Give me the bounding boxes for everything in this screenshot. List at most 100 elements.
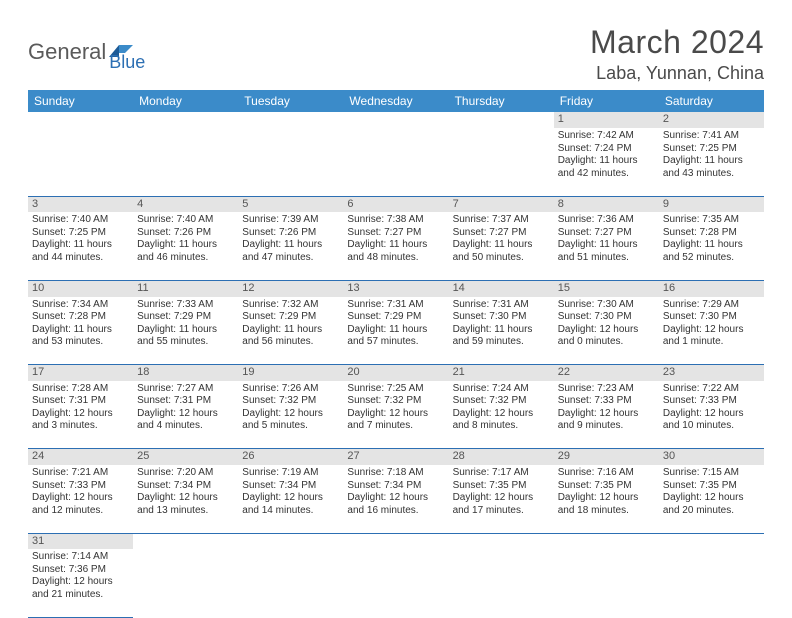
day-detail-line: Sunset: 7:26 PM xyxy=(137,227,234,240)
day-detail-line: Sunset: 7:31 PM xyxy=(32,395,129,408)
day-detail-line: Sunset: 7:28 PM xyxy=(32,311,129,324)
day-detail-line: Daylight: 11 hours xyxy=(558,239,655,252)
day-cell: Sunrise: 7:28 AMSunset: 7:31 PMDaylight:… xyxy=(28,381,133,449)
day-detail-line: Sunrise: 7:29 AM xyxy=(663,299,760,312)
day-detail-line: Sunrise: 7:31 AM xyxy=(347,299,444,312)
calendar-body: 12Sunrise: 7:42 AMSunset: 7:24 PMDayligh… xyxy=(28,112,764,617)
day-number-cell: 9 xyxy=(659,196,764,212)
day-detail-line: Sunrise: 7:21 AM xyxy=(32,467,129,480)
location: Laba, Yunnan, China xyxy=(590,63,764,84)
day-detail-line: Sunrise: 7:30 AM xyxy=(558,299,655,312)
day-detail-line: Sunrise: 7:39 AM xyxy=(242,214,339,227)
day-number-cell: 18 xyxy=(133,365,238,381)
day-detail-line: and 50 minutes. xyxy=(453,252,550,265)
day-detail-line: Sunset: 7:33 PM xyxy=(663,395,760,408)
day-detail-line: Sunset: 7:35 PM xyxy=(558,480,655,493)
day-number-cell: 10 xyxy=(28,280,133,296)
day-number-cell: 16 xyxy=(659,280,764,296)
day-detail-line: Daylight: 12 hours xyxy=(453,492,550,505)
day-detail-line: Sunrise: 7:34 AM xyxy=(32,299,129,312)
day-cell: Sunrise: 7:31 AMSunset: 7:29 PMDaylight:… xyxy=(343,297,448,365)
day-detail-line: Daylight: 12 hours xyxy=(453,408,550,421)
day-detail-line: Daylight: 12 hours xyxy=(558,408,655,421)
day-cell: Sunrise: 7:15 AMSunset: 7:35 PMDaylight:… xyxy=(659,465,764,533)
day-cell xyxy=(133,549,238,617)
day-detail-line: Daylight: 12 hours xyxy=(242,492,339,505)
week-row: Sunrise: 7:34 AMSunset: 7:28 PMDaylight:… xyxy=(28,297,764,365)
day-detail-line: Sunset: 7:29 PM xyxy=(242,311,339,324)
day-detail-line: Daylight: 11 hours xyxy=(347,239,444,252)
day-header: Thursday xyxy=(449,90,554,112)
day-cell: Sunrise: 7:27 AMSunset: 7:31 PMDaylight:… xyxy=(133,381,238,449)
day-detail-line: Daylight: 11 hours xyxy=(137,239,234,252)
day-detail-line: Sunset: 7:32 PM xyxy=(453,395,550,408)
day-detail-line: Daylight: 11 hours xyxy=(558,155,655,168)
day-detail-line: Sunrise: 7:16 AM xyxy=(558,467,655,480)
day-cell xyxy=(28,128,133,196)
day-detail-line: and 17 minutes. xyxy=(453,505,550,518)
day-number-cell xyxy=(449,112,554,128)
day-number-cell xyxy=(238,112,343,128)
day-number-cell xyxy=(449,533,554,549)
day-detail-line: and 7 minutes. xyxy=(347,420,444,433)
day-detail-line: Sunrise: 7:37 AM xyxy=(453,214,550,227)
day-cell: Sunrise: 7:40 AMSunset: 7:25 PMDaylight:… xyxy=(28,212,133,280)
day-detail-line: and 53 minutes. xyxy=(32,336,129,349)
daynum-row: 24252627282930 xyxy=(28,449,764,465)
daynum-row: 31 xyxy=(28,533,764,549)
day-detail-line: Daylight: 12 hours xyxy=(347,492,444,505)
day-cell: Sunrise: 7:23 AMSunset: 7:33 PMDaylight:… xyxy=(554,381,659,449)
day-number-cell: 23 xyxy=(659,365,764,381)
day-number-cell xyxy=(133,533,238,549)
day-detail-line: and 1 minute. xyxy=(663,336,760,349)
day-cell: Sunrise: 7:29 AMSunset: 7:30 PMDaylight:… xyxy=(659,297,764,365)
day-number-cell: 5 xyxy=(238,196,343,212)
day-detail-line: Sunset: 7:34 PM xyxy=(347,480,444,493)
day-detail-line: and 57 minutes. xyxy=(347,336,444,349)
day-number-cell xyxy=(659,533,764,549)
day-detail-line: Daylight: 11 hours xyxy=(453,239,550,252)
day-number-cell: 1 xyxy=(554,112,659,128)
day-header: Friday xyxy=(554,90,659,112)
day-detail-line: Sunset: 7:29 PM xyxy=(347,311,444,324)
day-cell: Sunrise: 7:30 AMSunset: 7:30 PMDaylight:… xyxy=(554,297,659,365)
day-cell: Sunrise: 7:37 AMSunset: 7:27 PMDaylight:… xyxy=(449,212,554,280)
day-cell: Sunrise: 7:17 AMSunset: 7:35 PMDaylight:… xyxy=(449,465,554,533)
day-detail-line: Sunrise: 7:22 AM xyxy=(663,383,760,396)
day-detail-line: and 56 minutes. xyxy=(242,336,339,349)
day-detail-line: Sunrise: 7:24 AM xyxy=(453,383,550,396)
day-detail-line: Sunset: 7:34 PM xyxy=(242,480,339,493)
day-detail-line: Daylight: 12 hours xyxy=(32,408,129,421)
day-detail-line: and 10 minutes. xyxy=(663,420,760,433)
day-detail-line: Sunset: 7:35 PM xyxy=(663,480,760,493)
day-detail-line: Daylight: 11 hours xyxy=(242,324,339,337)
day-cell: Sunrise: 7:22 AMSunset: 7:33 PMDaylight:… xyxy=(659,381,764,449)
week-row: Sunrise: 7:40 AMSunset: 7:25 PMDaylight:… xyxy=(28,212,764,280)
day-detail-line: Daylight: 11 hours xyxy=(663,239,760,252)
day-detail-line: and 5 minutes. xyxy=(242,420,339,433)
day-detail-line: Sunrise: 7:20 AM xyxy=(137,467,234,480)
day-header: Saturday xyxy=(659,90,764,112)
day-cell: Sunrise: 7:21 AMSunset: 7:33 PMDaylight:… xyxy=(28,465,133,533)
day-number-cell: 22 xyxy=(554,365,659,381)
day-detail-line: Daylight: 12 hours xyxy=(558,492,655,505)
day-detail-line: and 16 minutes. xyxy=(347,505,444,518)
day-detail-line: Sunrise: 7:18 AM xyxy=(347,467,444,480)
day-detail-line: Sunset: 7:27 PM xyxy=(347,227,444,240)
day-detail-line: Sunset: 7:29 PM xyxy=(137,311,234,324)
day-header: Monday xyxy=(133,90,238,112)
daynum-row: 10111213141516 xyxy=(28,280,764,296)
day-cell: Sunrise: 7:26 AMSunset: 7:32 PMDaylight:… xyxy=(238,381,343,449)
day-detail-line: Sunrise: 7:33 AM xyxy=(137,299,234,312)
day-detail-line: Daylight: 12 hours xyxy=(32,492,129,505)
day-detail-line: and 12 minutes. xyxy=(32,505,129,518)
day-cell: Sunrise: 7:38 AMSunset: 7:27 PMDaylight:… xyxy=(343,212,448,280)
month-title: March 2024 xyxy=(590,24,764,61)
day-header-row: SundayMondayTuesdayWednesdayThursdayFrid… xyxy=(28,90,764,112)
day-number-cell: 26 xyxy=(238,449,343,465)
day-cell xyxy=(343,549,448,617)
logo-text-blue: Blue xyxy=(109,52,145,73)
day-detail-line: Daylight: 11 hours xyxy=(32,324,129,337)
day-detail-line: Sunrise: 7:26 AM xyxy=(242,383,339,396)
day-header: Sunday xyxy=(28,90,133,112)
